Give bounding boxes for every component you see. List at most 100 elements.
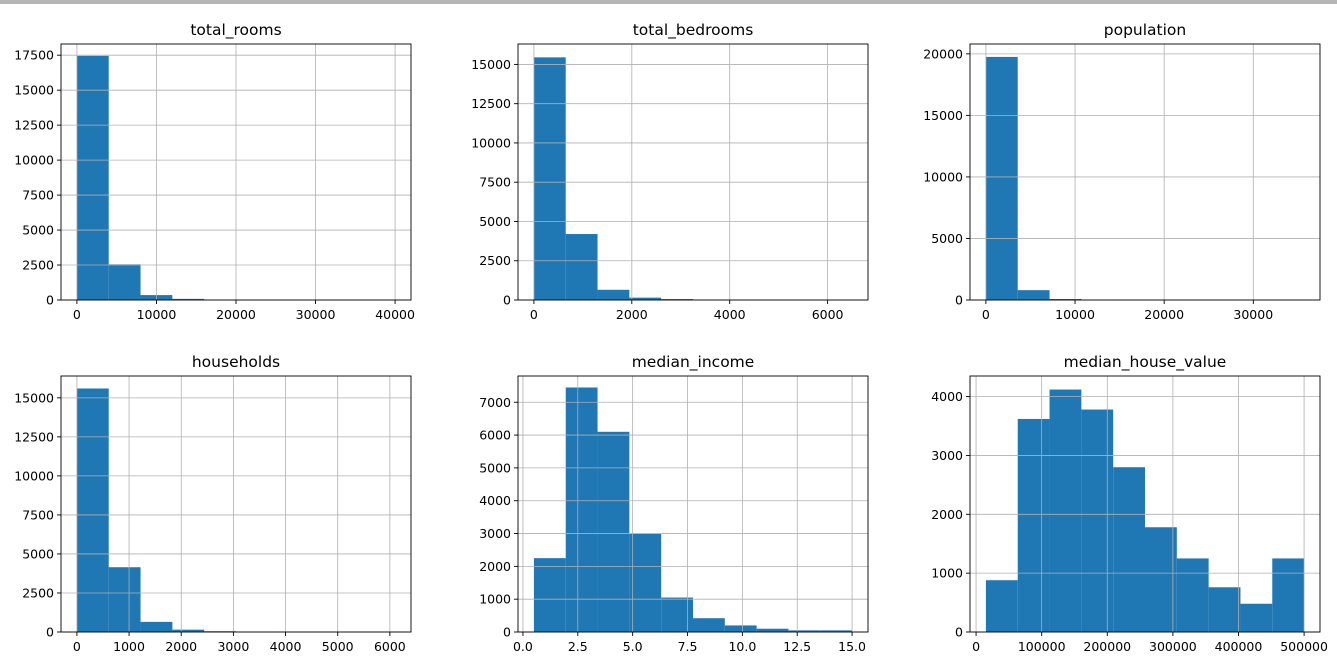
subplot-median_house_value: 0 100000 200000 300000 400000 500000 0 1000 2000… xyxy=(931,353,1328,654)
x-tick-label: 20000 xyxy=(1144,307,1184,322)
y-tick-label: 0 xyxy=(955,293,963,308)
x-tick-label: 0 xyxy=(73,639,81,654)
histogram-bar xyxy=(597,431,630,632)
histogram-bar xyxy=(108,264,141,300)
y-tick-label: 0 xyxy=(955,625,963,640)
y-tick-label: 6000 xyxy=(479,428,511,443)
histogram-bar xyxy=(661,299,693,300)
x-tick-label: 400000 xyxy=(1215,639,1263,654)
histogram-bar xyxy=(724,625,757,632)
x-tick-label: 6000 xyxy=(812,307,844,322)
x-tick-label: 3000 xyxy=(217,639,249,654)
histogram-bar xyxy=(1240,603,1273,632)
x-tick-label: 0 xyxy=(73,307,81,322)
y-tick-label: 5000 xyxy=(479,214,511,229)
histogram-bar xyxy=(172,298,205,300)
x-tick-label: 5.0 xyxy=(623,639,643,654)
histogram-bar xyxy=(76,388,109,632)
histogram-bar xyxy=(108,567,141,632)
x-tick-label: 200000 xyxy=(1083,639,1131,654)
y-tick-label: 4000 xyxy=(479,493,511,508)
y-tick-label: 20000 xyxy=(923,46,963,61)
y-tick-label: 2000 xyxy=(931,507,963,522)
histogram-bar xyxy=(693,618,725,632)
subplot-title: population xyxy=(1104,21,1186,39)
plot-frame xyxy=(517,43,869,301)
histogram-bar xyxy=(1049,299,1082,300)
y-tick-label: 7500 xyxy=(22,507,54,522)
histogram-bar xyxy=(1272,558,1305,632)
y-tick-label: 10000 xyxy=(14,468,54,483)
histogram-bar xyxy=(533,57,566,300)
histogram-bar xyxy=(172,629,205,632)
y-tick-label: 5000 xyxy=(479,460,511,475)
plot-frame xyxy=(60,375,412,633)
histogram-bar xyxy=(629,533,662,632)
y-tick-label: 12500 xyxy=(14,118,54,133)
subplot-total_rooms: 0 10000 20000 30000 40000 0 2500 5000 7500 10000 1… xyxy=(14,21,415,322)
y-tick-label: 7500 xyxy=(22,188,54,203)
histogram-bar xyxy=(820,630,853,632)
histogram-bar xyxy=(1017,290,1050,300)
histogram-bar xyxy=(756,628,789,632)
x-tick-label: 10000 xyxy=(137,307,177,322)
y-tick-label: 15000 xyxy=(923,108,963,123)
histogram-bar xyxy=(1176,558,1209,632)
x-tick-label: 100000 xyxy=(1018,639,1066,654)
y-tick-label: 2000 xyxy=(479,559,511,574)
histogram-bar xyxy=(1081,409,1114,632)
x-tick-label: 2000 xyxy=(616,307,648,322)
x-tick-label: 1000 xyxy=(113,639,145,654)
y-tick-label: 0 xyxy=(46,625,54,640)
x-tick-label: 0 xyxy=(982,307,990,322)
histogram-bar xyxy=(565,234,598,300)
y-tick-label: 7000 xyxy=(479,395,511,410)
y-tick-label: 10000 xyxy=(471,135,511,150)
histogram-bar xyxy=(533,558,566,632)
y-tick-label: 12500 xyxy=(14,429,54,444)
histogram-bar xyxy=(1017,418,1050,632)
subplot-households: 0 1000 2000 3000 4000 5000 6000 0 2500 5000 7500 10… xyxy=(14,353,412,654)
x-tick-label: 4000 xyxy=(270,639,302,654)
plot-frame xyxy=(969,43,1321,301)
y-tick-label: 15000 xyxy=(471,57,511,72)
x-tick-label: 500000 xyxy=(1280,639,1328,654)
histogram-bar xyxy=(985,56,1018,300)
subplot-title: total_rooms xyxy=(190,21,281,40)
x-tick-label: 0 xyxy=(972,639,980,654)
histogram-bar xyxy=(1208,587,1241,632)
subplot-title: households xyxy=(192,353,280,371)
histogram-bar xyxy=(1145,527,1177,632)
subplot-total_bedrooms: 0 2000 4000 6000 0 2500 5000 7500 10000 12500 1500… xyxy=(471,21,869,322)
y-tick-label: 5000 xyxy=(931,231,963,246)
y-tick-label: 2500 xyxy=(22,258,54,273)
histogram-bar xyxy=(985,580,1018,632)
y-tick-label: 1000 xyxy=(931,566,963,581)
x-tick-label: 300000 xyxy=(1149,639,1197,654)
subplot-title: total_bedrooms xyxy=(633,21,754,40)
x-tick-label: 30000 xyxy=(296,307,336,322)
y-tick-label: 12500 xyxy=(471,96,511,111)
subplot-title: median_house_value xyxy=(1064,353,1227,372)
x-tick-label: 10000 xyxy=(1055,307,1095,322)
y-tick-label: 0 xyxy=(46,293,54,308)
subplot-title: median_income xyxy=(632,353,755,372)
y-tick-label: 3000 xyxy=(931,448,963,463)
histogram-bar xyxy=(1113,467,1145,632)
y-tick-label: 3000 xyxy=(479,526,511,541)
y-tick-label: 0 xyxy=(503,625,511,640)
histogram-bar xyxy=(140,621,173,632)
x-tick-label: 0.0 xyxy=(513,639,533,654)
y-tick-label: 10000 xyxy=(14,153,54,168)
subplot-median_income: 0.0 2.5 5.0 7.5 10.0 12.5 15.0 0 1000 2000 3000 400… xyxy=(479,353,869,654)
x-tick-label: 40000 xyxy=(375,307,415,322)
x-tick-label: 5000 xyxy=(322,639,354,654)
x-tick-label: 0 xyxy=(530,307,538,322)
x-tick-label: 15.0 xyxy=(838,639,866,654)
subplot-population: 0 10000 20000 30000 0 5000 10000 15000 20000 popu… xyxy=(923,21,1321,322)
histogram-bar xyxy=(788,630,821,632)
histogram-bar xyxy=(1049,389,1082,632)
histogram-bar xyxy=(76,55,109,300)
histogram-bar xyxy=(565,387,598,632)
